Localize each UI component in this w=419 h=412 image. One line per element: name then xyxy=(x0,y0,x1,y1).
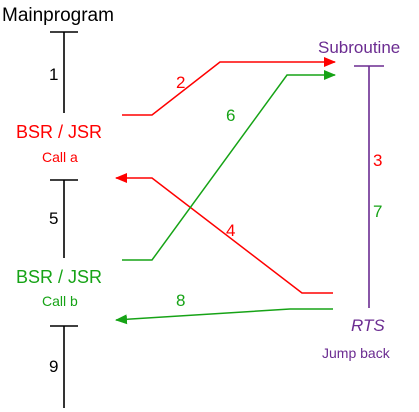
main-program-title: Mainprogram xyxy=(2,5,114,26)
call-b-instruction: BSR / JSR xyxy=(16,267,102,287)
red-step-label-2: 2 xyxy=(176,73,185,92)
call-a-instruction: BSR / JSR xyxy=(16,122,102,142)
segment-label-9: 9 xyxy=(49,357,58,376)
green-step-label-6: 6 xyxy=(226,106,235,125)
red-step-label-3: 3 xyxy=(373,151,382,170)
subroutine-body xyxy=(354,65,384,308)
subroutine-title: Subroutine xyxy=(318,38,400,57)
red-return-arrow xyxy=(115,173,333,294)
green-step-label-7: 7 xyxy=(373,202,382,221)
subroutine-return-label: Jump back xyxy=(322,345,391,361)
green-return-arrow xyxy=(115,308,333,325)
call-b-label: Call b xyxy=(42,293,78,309)
main-segment-9 xyxy=(50,325,78,408)
call-a-label: Call a xyxy=(42,149,78,165)
main-segment-1 xyxy=(50,31,78,113)
red-step-label-4: 4 xyxy=(226,221,235,240)
segment-label-1: 1 xyxy=(49,65,58,84)
subroutine-return-instruction: RTS xyxy=(351,316,385,335)
green-call-arrow xyxy=(122,70,336,261)
green-step-label-8: 8 xyxy=(176,291,185,310)
main-segment-5 xyxy=(50,179,78,258)
red-call-arrow xyxy=(122,57,336,116)
segment-label-5: 5 xyxy=(49,209,58,228)
